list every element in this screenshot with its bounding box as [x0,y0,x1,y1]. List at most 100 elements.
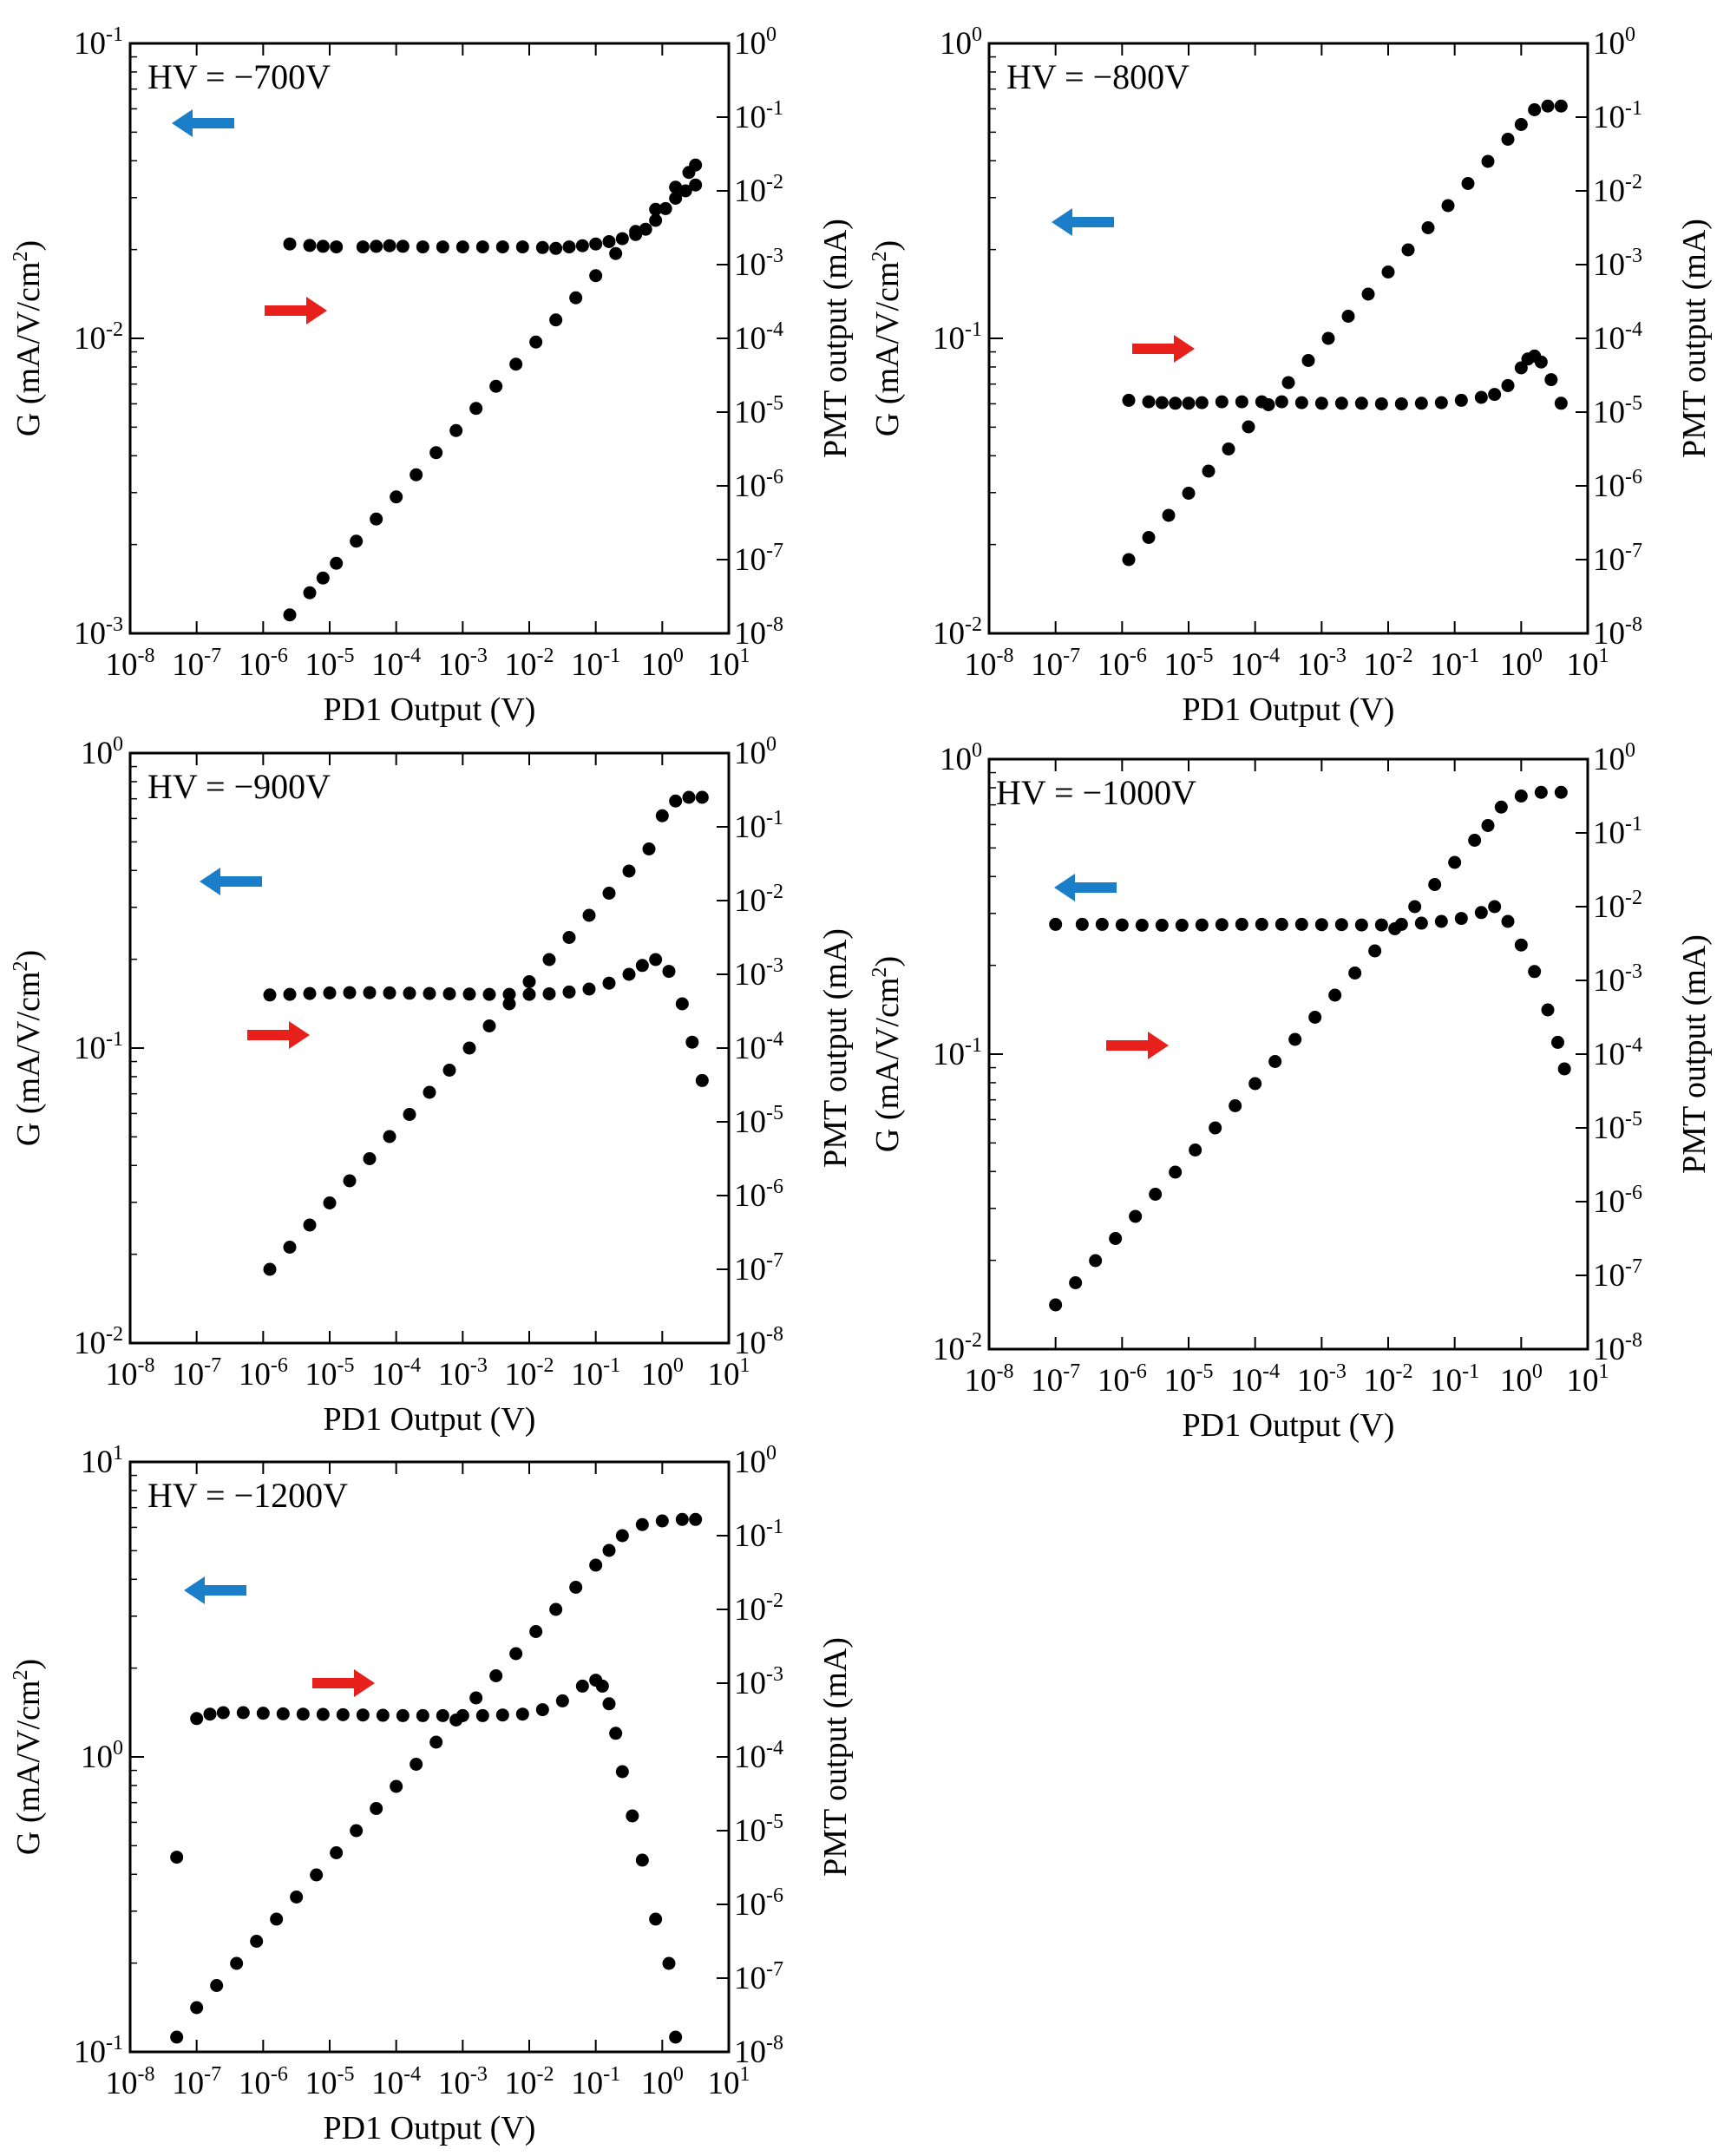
g-data-point [1314,918,1328,932]
left-axis-arrow-icon [1054,874,1117,901]
g-data-point [1557,1062,1571,1076]
x-tick-label: 100 [641,2063,684,2101]
y-tick-label-right: 10-7 [1593,540,1642,578]
x-axis-label: PD1 Output (V) [324,2110,536,2146]
arrow-annotations [1052,208,1195,363]
g-data-point [330,240,344,254]
data-points [1049,785,1571,1312]
pmt-data-point [542,953,556,967]
g-data-point [659,201,672,215]
g-data-point [695,1073,709,1087]
pmt-data-point [310,1868,324,1882]
g-data-point [589,237,603,251]
pmt-data-point [682,790,696,804]
x-tick-label: 10-8 [965,645,1014,683]
x-tick-label: 10-6 [1098,1360,1147,1399]
panel-hv-800: HV = −800V 10-8 10-7 10-6 10-5 10-4 10-3 10-2 1… [868,23,1713,728]
pmt-data-point [343,1174,357,1188]
g-data-point [1544,373,1558,387]
x-tick-label: 101 [708,1354,750,1393]
panel-hv-1000: HV = −1000V 10-8 10-7 10-6 10-5 10-4 10-3 10-2… [868,739,1713,1444]
plot-frame [987,757,1589,1351]
g-data-point [522,987,536,1001]
pmt-data-point [1162,508,1176,522]
y-tick-label-right: 10-2 [1593,171,1642,209]
x-tick-label: 101 [1567,1360,1609,1399]
pmt-data-point [1209,1121,1222,1135]
g-data-point [1275,395,1288,409]
pmt-data-point [1528,103,1542,116]
y-tick-label-right: 10-7 [1593,1255,1642,1294]
g-data-point [502,987,516,1001]
pmt-data-point [1281,376,1295,390]
x-tick-label: 10-6 [239,2063,288,2101]
g-data-point [323,986,337,999]
g-data-point [170,1851,184,1864]
y-axis-label-left: G (mA/V/cm2) [868,956,906,1152]
g-data-point [396,239,410,253]
pmt-data-point [390,1779,403,1793]
g-data-point [1135,918,1149,932]
pmt-data-point [1534,785,1548,799]
x-tick-label: 10-2 [505,645,554,683]
y-tick-label-right: 10-4 [734,1028,783,1066]
y-tick-label-left: 100 [940,739,982,777]
y-tick-label-right: 10-3 [734,245,783,283]
g-data-point [582,982,596,996]
right-axis-arrow-icon [247,1021,310,1049]
pmt-data-point [569,291,583,305]
pmt-data-point [1501,133,1515,146]
y-tick-label-right: 10-5 [734,1102,783,1140]
y-tick-label-right: 10-5 [1593,392,1642,430]
g-data-point [475,240,489,254]
pmt-data-point [1261,398,1275,411]
g-data-point [495,1708,509,1722]
pmt-data-point [635,1517,649,1531]
y-axis-label-left: G (mA/V/cm2) [868,240,906,436]
g-data-point [1314,396,1328,410]
x-tick-label: 10-8 [106,645,155,683]
g-data-point [1182,396,1196,410]
pmt-data-point [602,1543,616,1557]
y-tick-label-right: 10-8 [734,2032,783,2070]
pmt-data-point [1202,464,1216,478]
g-data-point [1488,388,1502,402]
arrow-annotations [1054,874,1169,1059]
y-tick-label-left: 10-1 [74,23,123,62]
x-axis-label: PD1 Output (V) [1183,1407,1395,1444]
g-data-point [685,1035,699,1049]
pmt-data-point [303,586,317,600]
g-data-point [1235,395,1248,409]
x-tick-label: 10-1 [1430,1360,1479,1399]
g-data-point [535,1703,549,1717]
g-data-point [562,240,576,254]
x-tick-label: 10-8 [965,1360,1014,1399]
pmt-data-point [629,225,643,239]
pmt-data-point [1461,177,1475,190]
pmt-data-point [1421,221,1435,234]
g-data-point [1275,917,1288,931]
pmt-data-point [383,1130,396,1144]
x-tick-label: 10-3 [438,645,488,683]
pmt-data-point [509,1647,523,1661]
x-tick-label: 10-8 [106,2063,155,2101]
g-data-point [1294,396,1308,410]
pmt-data-point [429,1735,443,1749]
g-data-point [542,986,556,1000]
g-data-point [462,987,476,1001]
pmt-data-point [469,1691,483,1705]
pmt-data-point [1381,265,1395,279]
pmt-data-point [1494,800,1508,814]
pmt-data-point [1388,922,1402,935]
pmt-data-point [323,1196,337,1209]
pmt-data-point [1401,243,1415,257]
g-data-point [1474,390,1488,404]
g-data-point [316,1707,330,1721]
g-data-point [609,1727,623,1740]
pmt-data-point [1348,967,1362,980]
y-tick-label-right: 10-4 [1593,1034,1642,1072]
pmt-data-point [602,887,616,900]
y-tick-label-right: 100 [734,1442,777,1480]
y-tick-label-right: 10-7 [734,540,783,578]
y-tick-label-right: 10-7 [734,1958,783,1996]
